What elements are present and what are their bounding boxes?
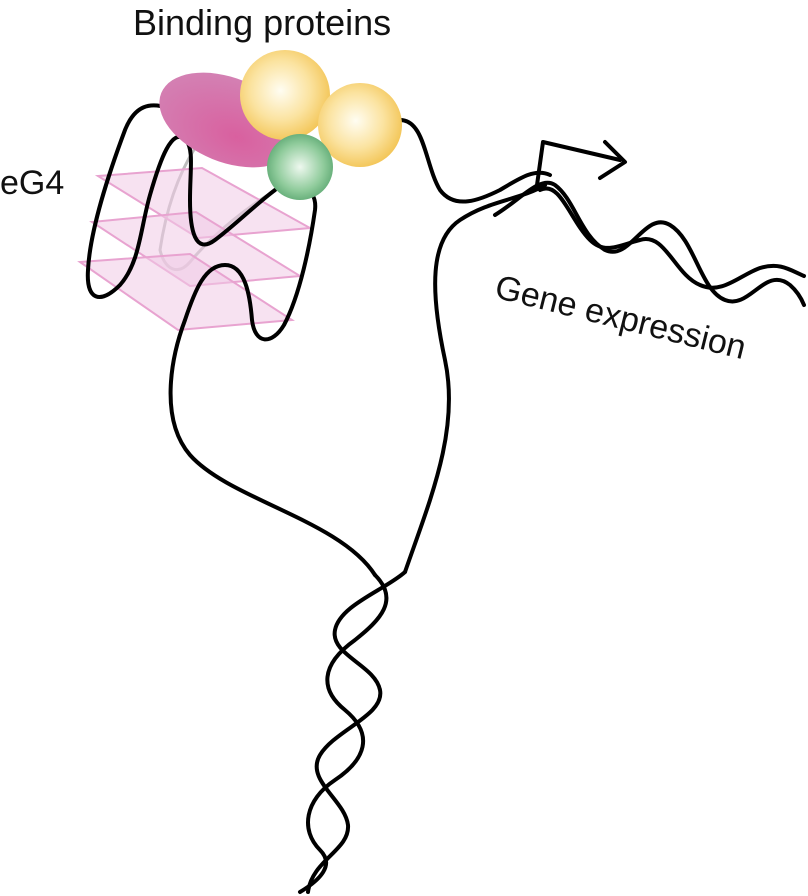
yellow-protein-right: [318, 83, 402, 167]
yellow-protein-left: [240, 50, 330, 140]
eg4-label: eG4: [0, 164, 65, 202]
green-protein: [267, 134, 333, 200]
dna-strand-quadruplex: [85, 103, 377, 577]
g-tetrad-plane-bottom: [77, 252, 295, 332]
binding-proteins-complex: [159, 50, 402, 200]
g-quadruplex-planes: [77, 166, 314, 332]
helix-strand-a: [493, 180, 806, 307]
helix-strand-b: [538, 186, 806, 290]
gene-double-helix: [493, 180, 806, 307]
lower-helix-strand-b: [306, 570, 407, 894]
binding-proteins-label: Binding proteins: [133, 2, 392, 43]
lower-helix-strand-a: [298, 573, 389, 894]
bent-arrow-head: [598, 140, 627, 180]
bent-arrow-shaft: [535, 140, 622, 187]
bent-arrow-icon: [535, 140, 627, 187]
dna-strand-upper: [403, 183, 547, 574]
lower-double-helix: [298, 570, 407, 894]
dna-strand-exit: [398, 118, 552, 204]
